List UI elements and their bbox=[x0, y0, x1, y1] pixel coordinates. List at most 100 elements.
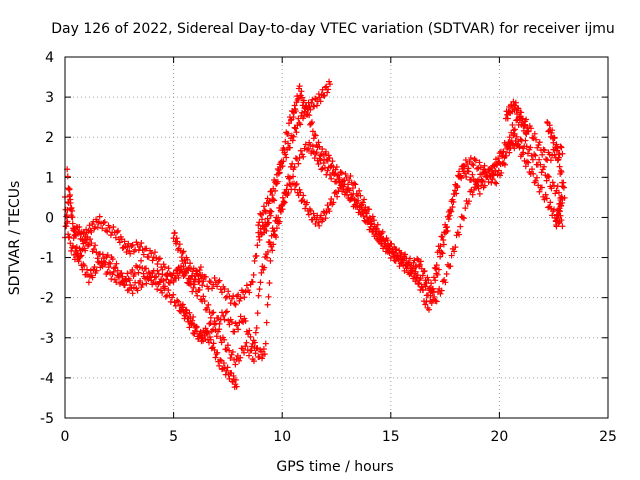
data-point bbox=[462, 205, 469, 212]
data-point bbox=[250, 358, 257, 365]
data-point bbox=[486, 173, 493, 180]
data-point bbox=[541, 147, 548, 154]
data-point bbox=[532, 152, 539, 159]
data-point bbox=[350, 190, 357, 197]
data-point bbox=[233, 322, 240, 329]
y-tick-label: -2 bbox=[40, 291, 54, 307]
data-point bbox=[476, 159, 483, 166]
data-point bbox=[159, 289, 166, 296]
data-point bbox=[110, 223, 117, 230]
data-point bbox=[166, 279, 173, 286]
data-point bbox=[523, 116, 530, 123]
data-point bbox=[331, 189, 338, 196]
data-point bbox=[407, 255, 414, 262]
data-point bbox=[176, 241, 183, 248]
data-point bbox=[413, 275, 420, 282]
data-point bbox=[292, 181, 299, 188]
data-point bbox=[151, 274, 158, 281]
data-point bbox=[418, 284, 425, 291]
data-point bbox=[267, 241, 274, 248]
data-point bbox=[315, 161, 322, 168]
data-point bbox=[221, 286, 228, 293]
data-point bbox=[94, 255, 101, 262]
data-point bbox=[361, 196, 368, 203]
y-axis-label: SDTVAR / TECUs bbox=[7, 181, 23, 296]
data-point bbox=[104, 252, 111, 259]
data-point bbox=[102, 227, 109, 234]
data-point bbox=[63, 213, 70, 220]
data-point bbox=[522, 137, 529, 144]
data-point bbox=[63, 223, 70, 230]
data-point bbox=[434, 271, 441, 278]
data-point bbox=[275, 170, 282, 177]
data-point bbox=[274, 165, 281, 172]
data-point bbox=[148, 250, 155, 257]
data-point bbox=[242, 343, 249, 350]
data-point bbox=[286, 175, 293, 182]
data-point bbox=[437, 253, 444, 260]
data-point bbox=[296, 83, 303, 90]
data-point bbox=[433, 262, 440, 269]
data-point bbox=[321, 92, 328, 99]
y-tick-label: -3 bbox=[40, 331, 54, 347]
data-point bbox=[396, 263, 403, 270]
x-tick-label: 20 bbox=[490, 429, 508, 445]
data-point bbox=[156, 279, 163, 286]
x-tick-label: 15 bbox=[382, 429, 400, 445]
data-point bbox=[198, 338, 205, 345]
data-point bbox=[101, 218, 108, 225]
data-point bbox=[275, 214, 282, 221]
data-point bbox=[443, 271, 450, 278]
data-point bbox=[248, 347, 255, 354]
data-point bbox=[280, 158, 287, 165]
data-point bbox=[557, 143, 564, 150]
data-point bbox=[154, 260, 161, 267]
data-point bbox=[401, 253, 408, 260]
data-point bbox=[235, 291, 242, 298]
data-point bbox=[102, 261, 109, 268]
data-point bbox=[297, 121, 304, 128]
data-point bbox=[421, 267, 428, 274]
data-point bbox=[96, 213, 103, 220]
data-point bbox=[553, 223, 560, 230]
data-point bbox=[123, 249, 130, 256]
data-point bbox=[97, 250, 104, 257]
data-point bbox=[221, 336, 228, 343]
data-point bbox=[289, 160, 296, 167]
data-point bbox=[398, 259, 405, 266]
data-point bbox=[366, 206, 373, 213]
data-point bbox=[307, 207, 314, 214]
data-point bbox=[224, 342, 231, 349]
data-point bbox=[121, 282, 128, 289]
data-point bbox=[124, 244, 131, 251]
data-point bbox=[523, 143, 530, 150]
data-point bbox=[501, 161, 508, 168]
data-point bbox=[498, 169, 505, 176]
data-point bbox=[216, 326, 223, 333]
data-point bbox=[193, 323, 200, 330]
data-point bbox=[447, 207, 454, 214]
data-series bbox=[62, 78, 568, 391]
data-point bbox=[438, 249, 445, 256]
data-point bbox=[542, 156, 549, 163]
data-point bbox=[317, 98, 324, 105]
data-point bbox=[382, 238, 389, 245]
data-point bbox=[536, 139, 543, 146]
data-point bbox=[490, 169, 497, 176]
data-point bbox=[99, 225, 106, 232]
data-point bbox=[328, 175, 335, 182]
data-point bbox=[186, 324, 193, 331]
data-point bbox=[272, 234, 279, 241]
data-point bbox=[194, 292, 201, 299]
data-point bbox=[69, 220, 76, 227]
data-point bbox=[356, 187, 363, 194]
data-point bbox=[207, 314, 214, 321]
data-point bbox=[246, 289, 253, 296]
data-point bbox=[422, 301, 429, 308]
data-point bbox=[524, 158, 531, 165]
data-point bbox=[197, 271, 204, 278]
data-point bbox=[358, 202, 365, 209]
data-point bbox=[90, 246, 97, 253]
data-point bbox=[542, 191, 549, 198]
data-point bbox=[325, 164, 332, 171]
